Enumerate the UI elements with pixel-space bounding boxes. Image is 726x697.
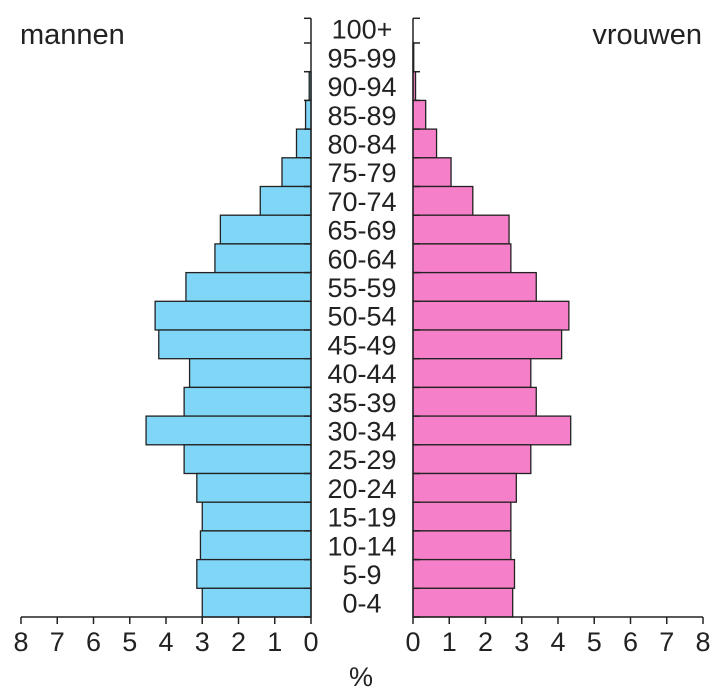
- x-tick-left-5: 5: [122, 627, 137, 657]
- bar-vrouwen-85-89: [412, 99, 427, 130]
- bar-mannen-35-39: [183, 386, 312, 417]
- bar-mannen-85-89: [304, 99, 312, 130]
- bar-vrouwen-35-39: [412, 386, 537, 417]
- age-label-100plus: 100+: [332, 15, 393, 45]
- x-tick-left-1: 1: [267, 627, 282, 657]
- age-label-15-19: 15-19: [327, 503, 396, 533]
- male-bars: [145, 71, 312, 618]
- x-tick-right-6: 6: [623, 627, 638, 657]
- bar-vrouwen-40-44: [412, 358, 532, 389]
- x-tick-left-3: 3: [195, 627, 210, 657]
- bar-vrouwen-0-4: [412, 587, 514, 618]
- x-tick-right-8: 8: [695, 627, 710, 657]
- bar-mannen-50-54: [154, 300, 312, 331]
- age-label-90-94: 90-94: [327, 72, 396, 102]
- bar-mannen-10-14: [199, 530, 312, 561]
- bar-vrouwen-20-24: [412, 472, 517, 503]
- bar-vrouwen-25-29: [412, 444, 532, 475]
- age-label-60-64: 60-64: [327, 244, 396, 274]
- bar-vrouwen-75-79: [412, 157, 452, 188]
- bar-mannen-40-44: [188, 358, 312, 389]
- age-label-85-89: 85-89: [327, 101, 396, 131]
- x-tick-right-1: 1: [442, 627, 457, 657]
- bar-mannen-5-9: [196, 558, 312, 589]
- x-tick-left-8: 8: [13, 627, 28, 657]
- x-tick-right-0: 0: [405, 627, 420, 657]
- age-label-95-99: 95-99: [327, 43, 396, 73]
- age-label-10-14: 10-14: [327, 531, 396, 561]
- bar-vrouwen-10-14: [412, 530, 512, 561]
- x-tick-labels: 8 7 6 5 4 3 2 1 0 1 2 3 4 5 6 7 80: [13, 627, 710, 657]
- female-bars: [412, 42, 572, 618]
- age-label-80-84: 80-84: [327, 129, 396, 159]
- x-tick-right-5: 5: [587, 627, 602, 657]
- x-tick-right-3: 3: [514, 627, 529, 657]
- x-tick-right-2: 2: [478, 627, 493, 657]
- age-label-70-74: 70-74: [327, 187, 396, 217]
- x-tick-left-2: 2: [231, 627, 246, 657]
- bar-vrouwen-70-74: [412, 185, 474, 216]
- bar-mannen-80-84: [295, 128, 312, 159]
- age-label-25-29: 25-29: [327, 445, 396, 475]
- bar-mannen-75-79: [281, 157, 312, 188]
- age-group-labels: 100+95-9990-9485-8980-8475-7970-7465-696…: [327, 15, 396, 619]
- age-label-75-79: 75-79: [327, 158, 396, 188]
- bar-vrouwen-80-84: [412, 128, 438, 159]
- x-tick-left-7: 7: [50, 627, 65, 657]
- age-label-40-44: 40-44: [327, 359, 396, 389]
- bar-vrouwen-60-64: [412, 243, 512, 274]
- x-tick-right-4: 4: [550, 627, 565, 657]
- bar-mannen-20-24: [196, 472, 312, 503]
- bar-mannen-60-64: [214, 243, 312, 274]
- bar-mannen-0-4: [201, 587, 312, 618]
- age-label-35-39: 35-39: [327, 388, 396, 418]
- age-label-65-69: 65-69: [327, 216, 396, 246]
- bar-vrouwen-30-34: [412, 415, 572, 446]
- age-label-30-34: 30-34: [327, 416, 396, 446]
- bar-vrouwen-15-19: [412, 501, 512, 532]
- age-label-55-59: 55-59: [327, 273, 396, 303]
- bar-mannen-70-74: [259, 185, 312, 216]
- age-label-5-9: 5-9: [342, 560, 381, 590]
- bar-mannen-15-19: [201, 501, 312, 532]
- bar-mannen-25-29: [183, 444, 312, 475]
- bar-mannen-30-34: [145, 415, 312, 446]
- x-tick-left-4: 4: [158, 627, 173, 657]
- bar-vrouwen-45-49: [412, 329, 563, 360]
- bar-vrouwen-50-54: [412, 300, 570, 331]
- x-tick-left-6: 6: [86, 627, 101, 657]
- axes: [20, 17, 704, 624]
- bar-mannen-55-59: [185, 271, 312, 302]
- x-tick-left-0: 0: [303, 627, 318, 657]
- age-label-45-49: 45-49: [327, 330, 396, 360]
- left-group-label: mannen: [20, 19, 125, 51]
- bar-vrouwen-5-9: [412, 558, 516, 589]
- age-label-0-4: 0-4: [342, 589, 381, 619]
- x-tick-right-7: 7: [659, 627, 674, 657]
- age-label-20-24: 20-24: [327, 474, 396, 504]
- bar-vrouwen-65-69: [412, 214, 510, 245]
- right-group-label: vrouwen: [592, 19, 702, 51]
- age-label-50-54: 50-54: [327, 302, 396, 332]
- bar-vrouwen-55-59: [412, 271, 537, 302]
- x-axis-unit-label: %: [349, 662, 373, 692]
- bar-mannen-65-69: [219, 214, 312, 245]
- bar-mannen-45-49: [158, 329, 312, 360]
